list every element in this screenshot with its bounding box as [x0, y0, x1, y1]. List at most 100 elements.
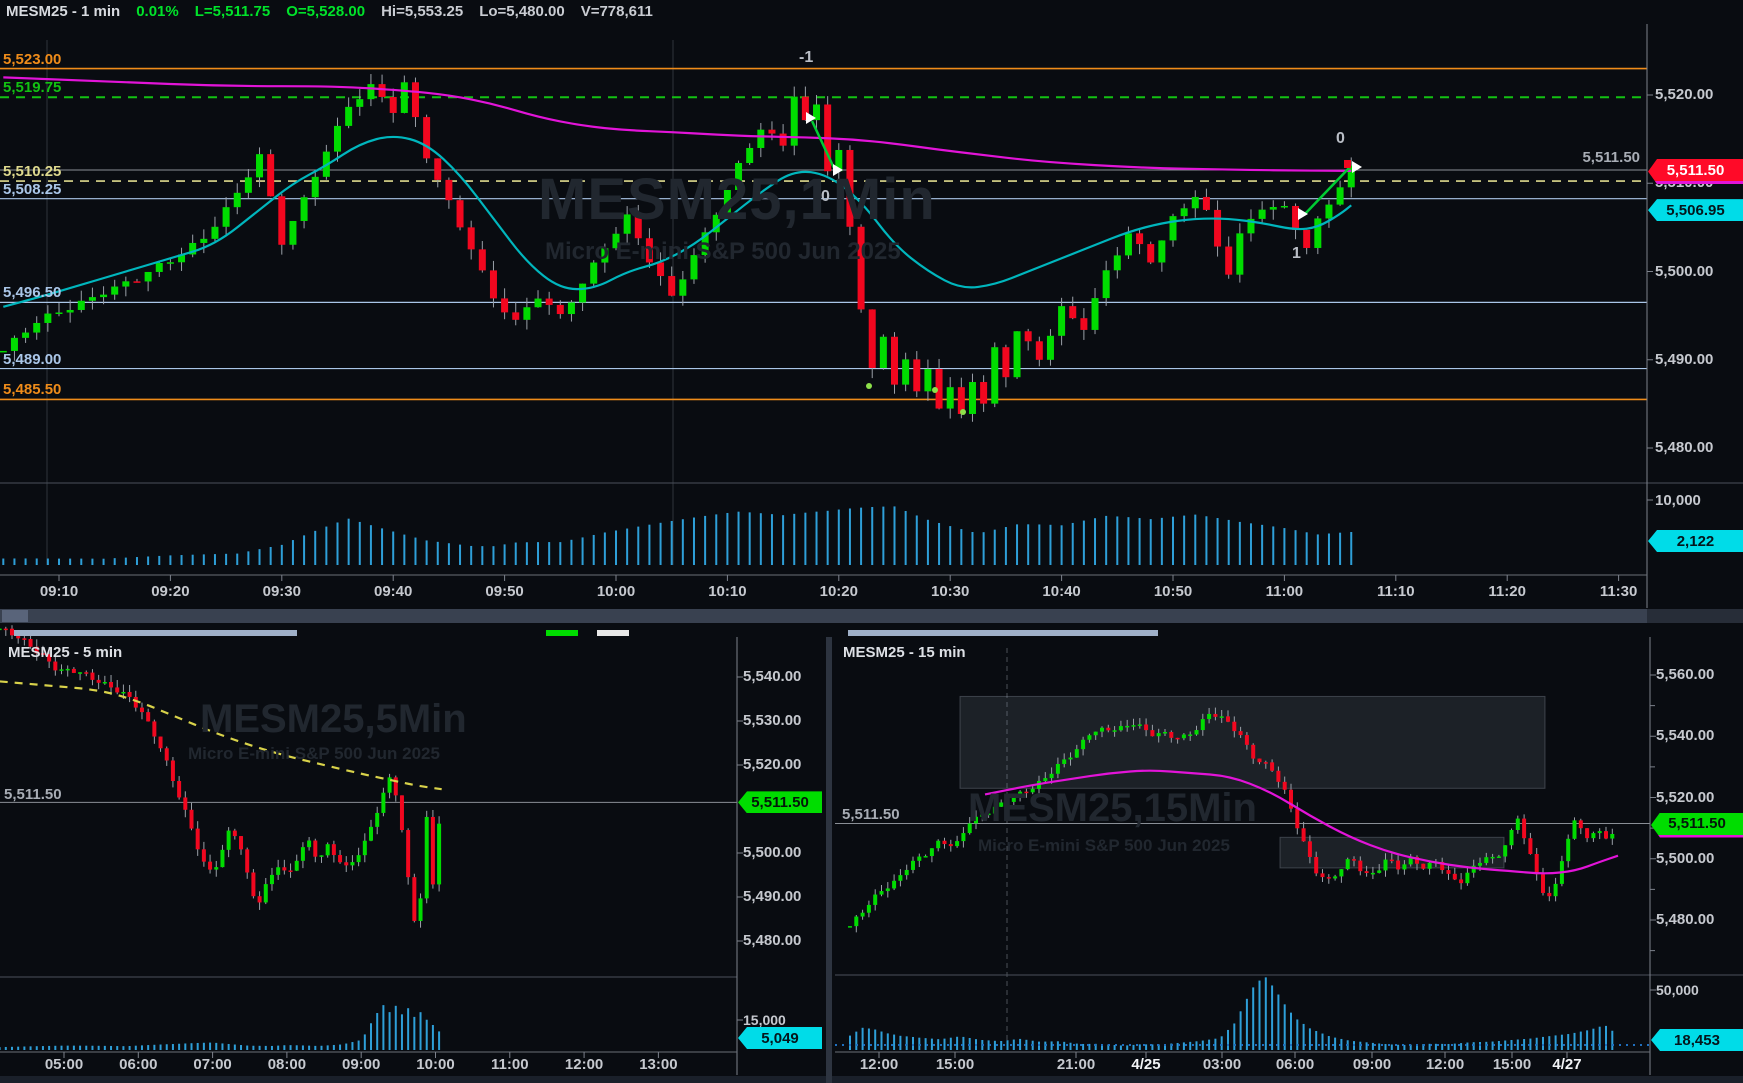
chart-linking-strip-segment[interactable] [14, 630, 297, 636]
y-tick-label: 5,500.00 [743, 844, 802, 861]
chart-plot-15min[interactable] [835, 637, 1650, 1050]
moving-average-min1 [3, 135, 1352, 308]
header-stat-3: O=5,528.00 [286, 3, 366, 20]
chart-plot-1min[interactable] [0, 24, 1647, 575]
chart-title-5min: MESM25 - 5 min [8, 644, 123, 661]
time-tick-label: 09:50 [485, 583, 524, 600]
y-tick-label: 5,530.00 [743, 712, 802, 729]
time-tick-label: 09:20 [151, 583, 190, 600]
price-level-label: 5,519.75 [3, 79, 62, 97]
scrollbar-thumb[interactable] [2, 610, 28, 622]
forming-candle-body [1344, 160, 1351, 168]
price-box: 5,506.95 [1648, 199, 1743, 222]
time-tick-label: 10:40 [1042, 583, 1081, 600]
y-tick-label: 5,490.00 [1655, 350, 1714, 368]
y-tick-label: 5,480.00 [1655, 439, 1714, 456]
chart-linking-strip-segment[interactable] [597, 630, 629, 636]
time-tick-label: 12:00 [1425, 1056, 1465, 1073]
y-tick-label: 5,490.00 [743, 888, 802, 905]
time-tick-label: 06:00 [119, 1056, 158, 1073]
chart-plot-5min[interactable] [0, 637, 737, 1050]
time-tick-label: 10:50 [1153, 583, 1193, 600]
time-tick-label: 15:00 [1492, 1056, 1532, 1073]
time-tick-label: 11:20 [1488, 583, 1526, 600]
header-stat-2: L=5,511.75 [194, 3, 271, 20]
moving-average-min1 [3, 76, 1352, 172]
trade-arrow-marker [806, 112, 816, 124]
time-tick-label: 09:40 [374, 583, 413, 600]
y-tick-label: 5,560.00 [1656, 666, 1715, 683]
time-tick-label: 08:00 [267, 1056, 307, 1073]
trade-connector-line [1303, 167, 1350, 216]
volume-series-min1 [2, 506, 1353, 565]
price-level-label: 5,496.50 [3, 284, 62, 302]
price-level-label: 5,508.25 [3, 180, 62, 198]
trade-arrow-marker [1298, 208, 1308, 220]
trade-quantity-annotation: 1 [1292, 245, 1301, 262]
volume-tick-label: 50,000 [1656, 982, 1699, 998]
volume-series-min5 [0, 1005, 441, 1050]
y-tick-label: 5,520.00 [1655, 86, 1714, 103]
scrollbar-corner [1647, 609, 1743, 623]
y-tick-label: 5,540.00 [743, 668, 802, 685]
time-tick-label: 10:10 [708, 583, 747, 600]
header-stat-4: Hi=5,553.25 [381, 3, 464, 20]
time-tick-label: 21:00 [1056, 1056, 1096, 1073]
time-tick-label: 10:00 [416, 1056, 455, 1073]
price-box: 5,511.50 [738, 791, 822, 814]
y-tick-label: 5,480.00 [743, 932, 802, 949]
header-stat-5: Lo=5,480.00 [479, 3, 565, 20]
time-tick-label: 12:00 [564, 1056, 604, 1073]
price-level-label: 5,523.00 [3, 50, 62, 68]
time-tick-label: 09:00 [342, 1056, 381, 1073]
volume-box: 18,453 [1651, 1029, 1743, 1051]
time-tick-label: 13:00 [639, 1056, 678, 1073]
chart-header-1min: MESM25 - 1 min 0.01% L=5,511.75 O=5,528.00 H… [6, 3, 653, 20]
time-tick-label: 10:00 [596, 583, 636, 600]
time-tick-label: 10:20 [819, 583, 858, 600]
volume-box: 5,049 [738, 1027, 822, 1049]
time-tick-label: 09:00 [1352, 1056, 1392, 1073]
price-level-label: 5,485.50 [3, 381, 62, 399]
time-tick-label: 09:30 [262, 583, 301, 600]
time-tick-label: 11:10 [1377, 583, 1415, 600]
price-scale-1min[interactable] [1647, 24, 1743, 608]
swing-low-dot [960, 409, 966, 415]
y-tick-label: 5,500.00 [1655, 262, 1714, 280]
moving-average-min15 [984, 769, 1619, 875]
swing-low-dot [866, 383, 872, 389]
time-tick-label: 06:00 [1275, 1056, 1315, 1073]
trade-quantity-annotation: 0 [1336, 130, 1345, 147]
header-stat-6: V=778,611 [580, 3, 653, 20]
volume-tick-label: 15,000 [743, 1012, 786, 1028]
price-level-label: 5,489.00 [3, 350, 62, 368]
time-tick-label: 15:00 [935, 1056, 975, 1073]
last-price-inline-label: 5,511.50 [4, 786, 62, 804]
y-tick-label: 5,480.00 [1656, 911, 1715, 928]
last-price-inline-label: 5,511.50 [842, 805, 900, 823]
price-box: 5,511.50 [1648, 159, 1743, 184]
y-tick-label: 5,520.00 [743, 756, 802, 773]
time-tick-label: 4/25 [1131, 1056, 1161, 1073]
chart-linking-strip-segment[interactable] [848, 630, 1158, 636]
header-stat-1: 0.01% [136, 3, 179, 20]
trade-quantity-annotation: -1 [799, 49, 814, 66]
price-level-label: 5,510.25 [3, 163, 62, 181]
last-price-inline-label: 5,511.50 [1582, 149, 1640, 166]
price-box: 5,511.50 [1651, 812, 1743, 838]
time-tick-label: 09:10 [39, 583, 79, 600]
time-tick-label: 12:00 [859, 1056, 899, 1073]
moving-average-min5 [0, 680, 442, 791]
swing-low-dot [932, 387, 938, 393]
time-tick-label: 11:00 [1265, 583, 1304, 600]
bottom-scrollbar-strip[interactable] [0, 1076, 1743, 1083]
chart-linking-strip-segment[interactable] [546, 630, 578, 636]
y-tick-label: 5,520.00 [1656, 788, 1715, 806]
time-tick-label: 10:30 [931, 583, 970, 600]
horizontal-scrollbar-track[interactable] [0, 609, 1743, 623]
candlestick-series-min1 [0, 74, 1355, 422]
time-tick-label: 05:00 [44, 1056, 84, 1073]
time-tick-label: 11:30 [1599, 583, 1638, 600]
